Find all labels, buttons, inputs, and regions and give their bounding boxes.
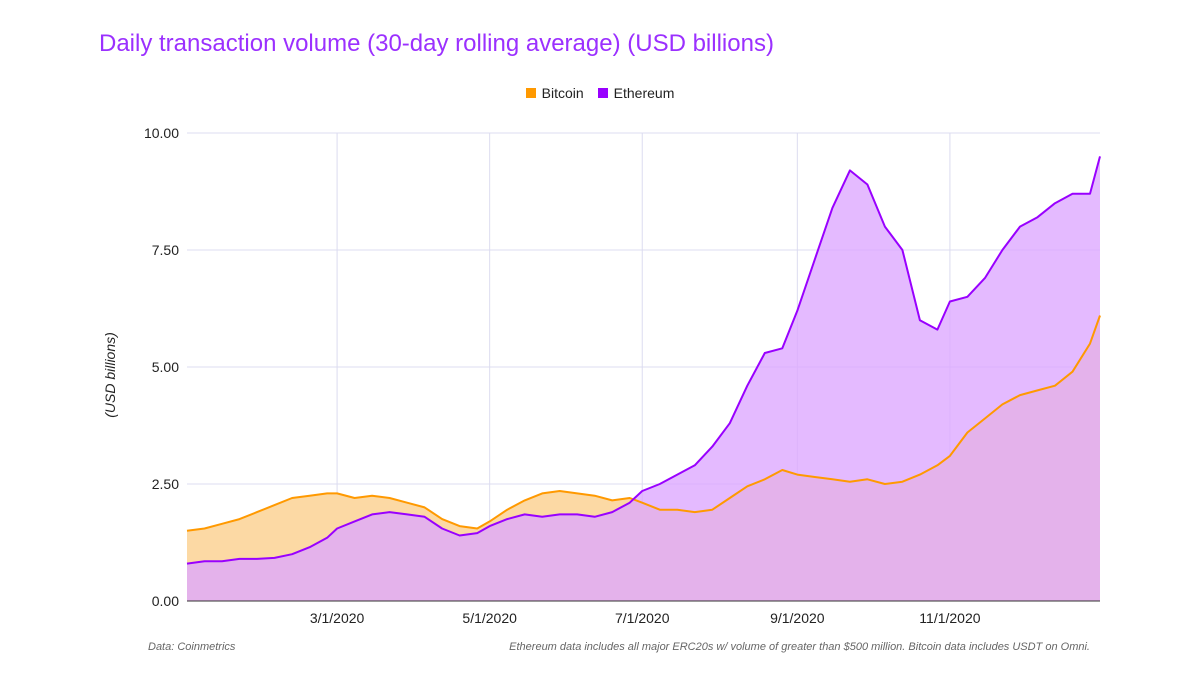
x-tick-label: 11/1/2020 [919,610,980,626]
y-tick-label: 10.00 [144,125,179,141]
y-tick-label: 7.50 [152,242,179,258]
y-tick-label: 2.50 [152,476,179,492]
methodology-note: Ethereum data includes all major ERC20s … [509,641,1090,653]
line-ethereum [186,156,1101,565]
legend-swatch-bitcoin [525,88,536,98]
legend-label-ethereum: Ethereum [613,85,675,101]
legend: Bitcoin Ethereum [0,85,1200,101]
legend-label-bitcoin: Bitcoin [541,85,584,101]
chart-title: Daily transaction volume (30-day rolling… [99,30,774,57]
source-note: Data: Coinmetrics [148,641,236,653]
legend-item-bitcoin[interactable]: Bitcoin [525,85,584,101]
legend-item-ethereum[interactable]: Ethereum [597,85,675,101]
x-tick-label: 3/1/2020 [310,610,365,626]
x-tick-label: 9/1/2020 [770,610,825,626]
area-ethereum [187,156,1100,601]
y-tick-label: 5.00 [152,359,179,375]
x-tick-label: 5/1/2020 [462,610,517,626]
y-tick-label: 0.00 [152,593,179,609]
line-bitcoin [186,315,1101,532]
x-tick-label: 7/1/2020 [615,610,670,626]
legend-swatch-ethereum [597,88,608,98]
